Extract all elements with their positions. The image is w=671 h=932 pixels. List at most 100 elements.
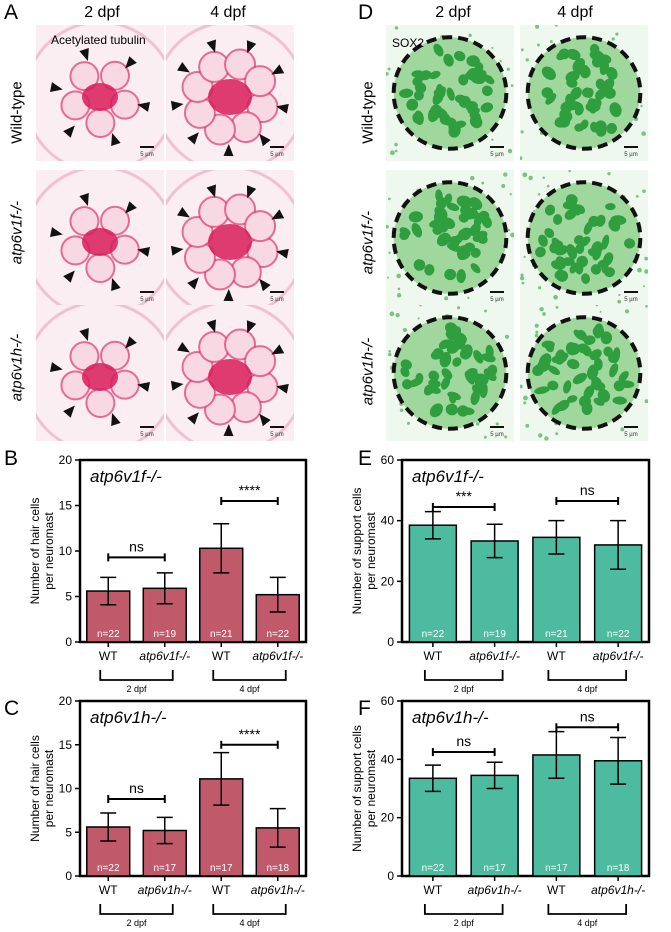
- bar-chart-support-cells-atp6v1f: 0 20 40 60 Number of support cellsper neurom…: [352, 453, 651, 694]
- arrowhead-icon: [111, 133, 121, 146]
- scale-bar-label: 5 µm: [270, 432, 283, 438]
- arrowhead-icon: [177, 61, 190, 73]
- arrowhead-icon: [79, 193, 89, 206]
- n-label: n=18: [607, 863, 630, 874]
- arrowhead-icon: [271, 344, 285, 355]
- arrowhead-icon: [170, 100, 184, 111]
- arrowhead-icon: [223, 288, 234, 302]
- group-label: 2 dpf: [454, 684, 475, 694]
- bar-chart-hair-cells-atp6v1h: 0 5 10 15 20 Number of hair cellsper neuromas…: [28, 694, 308, 928]
- arrowhead-icon: [187, 277, 199, 290]
- n-label: n=19: [483, 629, 506, 640]
- y-axis-label: Number of support cellsper neuromast: [352, 725, 378, 852]
- x-tick-label: atp6v1f-/-: [139, 649, 190, 663]
- y-tick-label: 10: [59, 544, 73, 558]
- scale-bar-label: 5 µm: [490, 432, 503, 438]
- n-label: n=17: [153, 863, 176, 874]
- arrowhead-icon: [271, 64, 285, 75]
- y-tick-label: 15: [59, 738, 73, 752]
- row-head-a-atp6v1h: atp6v1h-/-: [8, 333, 26, 402]
- arrowhead-icon: [246, 320, 257, 334]
- bar: [408, 524, 458, 643]
- bar: [86, 826, 131, 877]
- arrowhead-icon: [276, 383, 289, 394]
- arrowhead-icon: [111, 413, 121, 426]
- arrowhead-icon: [187, 412, 199, 425]
- y-tick-label: 5: [65, 825, 72, 839]
- arrowhead-icon: [271, 209, 285, 220]
- panel-letter-e: E: [358, 447, 373, 470]
- scale-bar-label: 5 µm: [624, 432, 637, 438]
- scale-bar-label: 5 µm: [270, 152, 283, 158]
- arrowhead-icon: [276, 248, 289, 259]
- panel-letter-f: F: [358, 697, 371, 720]
- col-head-a-2dpf: 2 dpf: [84, 4, 120, 21]
- neuromast-outline: [525, 315, 643, 431]
- chart-title: atp6v1f-/-: [90, 467, 162, 486]
- y-axis-label: Number of hair cellsper neuromast: [28, 498, 56, 605]
- x-tick-label: WT: [99, 649, 118, 663]
- col-head-d-2dpf: 2 dpf: [435, 4, 471, 21]
- arrowhead-icon: [177, 341, 190, 353]
- micrograph-hair-wildtype-4dpf: 5 µm: [166, 25, 294, 161]
- group-bracket: [212, 904, 287, 915]
- panel-letter-d: D: [358, 1, 374, 24]
- arrowhead-icon: [170, 245, 184, 256]
- neuromast-outline: [391, 35, 509, 151]
- n-label: n=19: [153, 629, 176, 640]
- arrowhead-icon: [223, 143, 234, 157]
- bar-chart-support-cells-atp6v1h: 0 20 40 60 Number of support cellsper neurom…: [352, 694, 651, 928]
- arrowhead-icon: [246, 185, 257, 199]
- n-label: n=17: [483, 863, 506, 874]
- arrowhead-icon: [206, 184, 216, 198]
- y-axis-label: Number of hair cellsper neuromast: [28, 735, 56, 842]
- n-label: n=17: [545, 863, 568, 874]
- arrowhead-icon: [125, 336, 137, 349]
- neuromast-outline: [391, 315, 509, 431]
- scale-bar-label: 5 µm: [270, 297, 283, 303]
- arrowhead-icon: [206, 39, 216, 53]
- arrowhead-icon: [111, 278, 121, 291]
- x-tick-label: WT: [424, 883, 443, 897]
- arrowhead-icon: [170, 380, 184, 391]
- n-label: n=21: [210, 629, 233, 640]
- group-label: 2 dpf: [126, 918, 147, 928]
- col-head-a-4dpf: 4 dpf: [210, 4, 246, 21]
- micrograph-support-wildtype-4dpf: 5 µm: [520, 25, 648, 161]
- y-tick-label: 60: [381, 694, 395, 708]
- scale-bar-label: 5 µm: [140, 432, 153, 438]
- n-label: n=22: [266, 629, 289, 640]
- n-label: n=22: [97, 629, 120, 640]
- group-label: 4 dpf: [577, 684, 598, 694]
- significance-label: ****: [239, 482, 261, 498]
- stain-label-acetylated-tubulin: Acetylated tubulin: [51, 33, 146, 47]
- significance-label: ns: [580, 708, 595, 724]
- n-label: n=22: [97, 863, 120, 874]
- y-tick-label: 0: [65, 635, 72, 649]
- arrowhead-icon: [206, 319, 216, 333]
- bar: [470, 774, 519, 877]
- plot-frame: [400, 699, 651, 878]
- bar: [532, 536, 581, 643]
- arrowhead-icon: [259, 133, 271, 147]
- x-tick-label: WT: [212, 883, 231, 897]
- significance-label: ns: [129, 538, 144, 554]
- y-tick-label: 0: [387, 635, 394, 649]
- col-head-d-4dpf: 4 dpf: [557, 4, 593, 21]
- neuromast-outline: [525, 35, 643, 151]
- y-tick-label: 60: [381, 453, 395, 467]
- y-tick-label: 20: [59, 694, 73, 708]
- micrograph-support-atp6v1f-4dpf: 5 µm: [520, 170, 648, 306]
- y-tick-label: 15: [59, 499, 73, 513]
- x-tick-label: WT: [424, 649, 443, 663]
- micrograph-support-atp6v1h-2dpf: 5 µm: [386, 305, 514, 441]
- scale-bar-label: 5 µm: [140, 297, 153, 303]
- arrowhead-icon: [50, 82, 63, 92]
- y-tick-label: 40: [381, 752, 395, 766]
- y-tick-label: 20: [381, 811, 395, 825]
- row-head-a-wildtype: Wild-type: [8, 81, 26, 144]
- arrowhead-icon: [79, 328, 89, 341]
- arrowhead-icon: [63, 125, 75, 138]
- y-tick-label: 20: [59, 453, 73, 467]
- neuromast-outline: [525, 180, 643, 296]
